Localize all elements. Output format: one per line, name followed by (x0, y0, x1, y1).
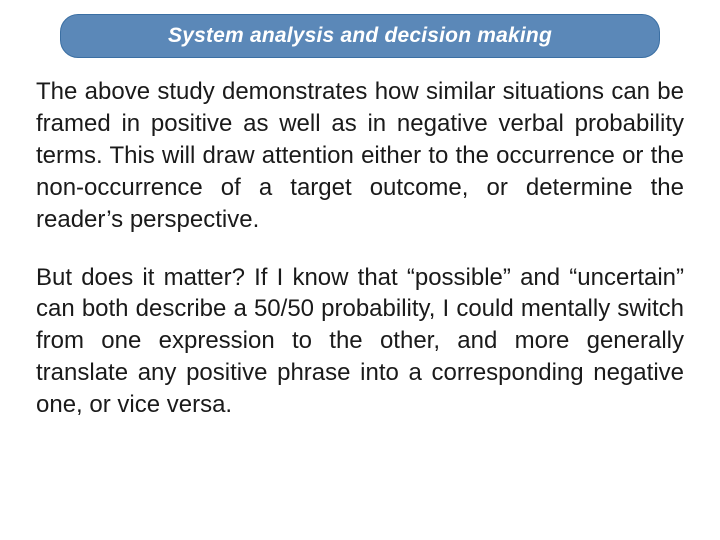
header-title: System analysis and decision making (81, 24, 639, 48)
body-paragraph-1: The above study demonstrates how similar… (36, 76, 684, 236)
body-paragraph-2: But does it matter? If I know that “poss… (36, 262, 684, 422)
header-banner: System analysis and decision making (60, 14, 660, 58)
